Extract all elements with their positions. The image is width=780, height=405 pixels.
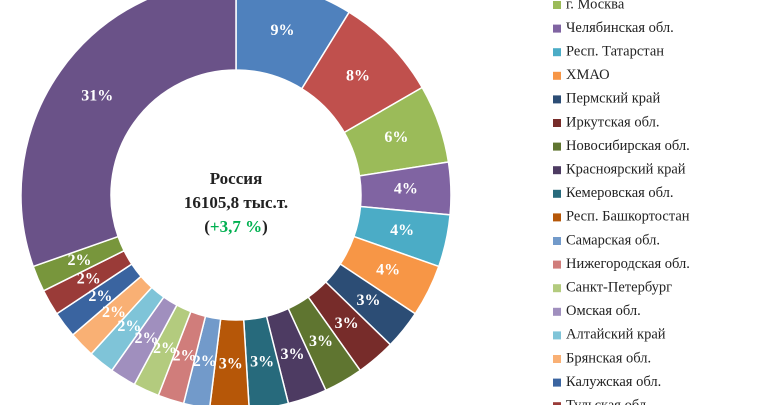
slice-label: 4%: [376, 261, 400, 278]
legend-label: Респ. Татарстан: [566, 44, 664, 60]
legend-label: Кемеровская обл.: [566, 185, 674, 201]
legend-label: Новосибирская обл.: [566, 138, 690, 154]
legend-swatch: [553, 378, 561, 387]
center-change: (+3,7 %): [204, 217, 268, 236]
legend-label: Челябинская обл.: [566, 20, 674, 36]
slice-label: 2%: [77, 271, 101, 288]
legend-swatch: [553, 213, 561, 222]
slices: [20, 0, 452, 405]
legend-swatch: [553, 402, 561, 405]
paren: (: [204, 217, 210, 236]
slice: [20, 0, 237, 268]
center-title: Россия: [210, 169, 263, 188]
legend-swatch: [553, 189, 561, 198]
legend-label: Алтайский край: [566, 327, 666, 343]
legend-label: ХМАО: [566, 67, 610, 83]
legend-label: Иркутская обл.: [566, 114, 659, 130]
slice-labels: 9%8%6%4%4%4%3%3%3%3%3%3%2%2%2%2%2%2%2%2%…: [67, 22, 417, 372]
slice-label: 3%: [309, 333, 333, 350]
legend-label: г. Москва: [566, 0, 625, 12]
legend-swatch: [553, 1, 561, 9]
slice-label: 4%: [390, 222, 414, 239]
legend-swatch: [553, 237, 561, 245]
legend-label: Самарская обл.: [566, 232, 660, 248]
slice-label: 2%: [67, 252, 91, 269]
legend-swatch: [553, 95, 561, 104]
legend-swatch: [553, 24, 561, 33]
slice-label: 3%: [335, 315, 359, 332]
slice-label: 4%: [394, 180, 418, 197]
legend-label: Брянская обл.: [566, 350, 651, 366]
legend-swatch: [553, 142, 561, 151]
legend-swatch: [553, 166, 561, 175]
legend-swatch: [553, 71, 561, 80]
legend-label: Респ. Башкортостан: [566, 209, 690, 225]
legend-label: Омская обл.: [566, 303, 641, 319]
legend-swatch: [553, 48, 561, 57]
legend-label: Пермский край: [566, 91, 660, 107]
slice-label: 9%: [271, 22, 295, 39]
slice-label: 3%: [219, 356, 243, 373]
slice-label: 6%: [384, 129, 408, 146]
slice-label: 2%: [117, 318, 141, 335]
slice-label: 2%: [102, 304, 126, 321]
legend-label: Нижегородская обл.: [566, 256, 690, 272]
slice-label: 31%: [81, 87, 113, 104]
legend-label: Калужская обл.: [566, 374, 661, 390]
legend-swatch: [553, 260, 561, 269]
slice-label: 2%: [153, 340, 177, 357]
legend-label: Красноярский край: [566, 162, 686, 178]
legend-label: Тульская обл.: [566, 398, 650, 405]
center-total: 16105,8 тыс.т.: [184, 193, 288, 212]
legend-swatch: [553, 119, 561, 127]
legend-label: Санкт-Петербург: [566, 280, 672, 296]
paren: ): [262, 217, 268, 236]
legend-swatch: [553, 331, 561, 340]
slice-label: 2%: [88, 288, 112, 305]
change-value: +3,7 %: [210, 217, 262, 236]
slice-label: 2%: [172, 348, 196, 365]
slice-label: 8%: [346, 67, 370, 84]
legend-swatch: [553, 284, 561, 293]
slice-label: 3%: [356, 292, 380, 309]
legend-swatch: [553, 355, 561, 363]
slice-label: 3%: [281, 346, 305, 363]
legend-swatch: [553, 307, 561, 316]
slice-label: 2%: [135, 330, 159, 347]
slice-label: 2%: [193, 353, 217, 370]
slice-label: 3%: [250, 354, 274, 371]
legend: г. Москва Челябинская обл. Респ. Татарстан…: [553, 0, 690, 405]
